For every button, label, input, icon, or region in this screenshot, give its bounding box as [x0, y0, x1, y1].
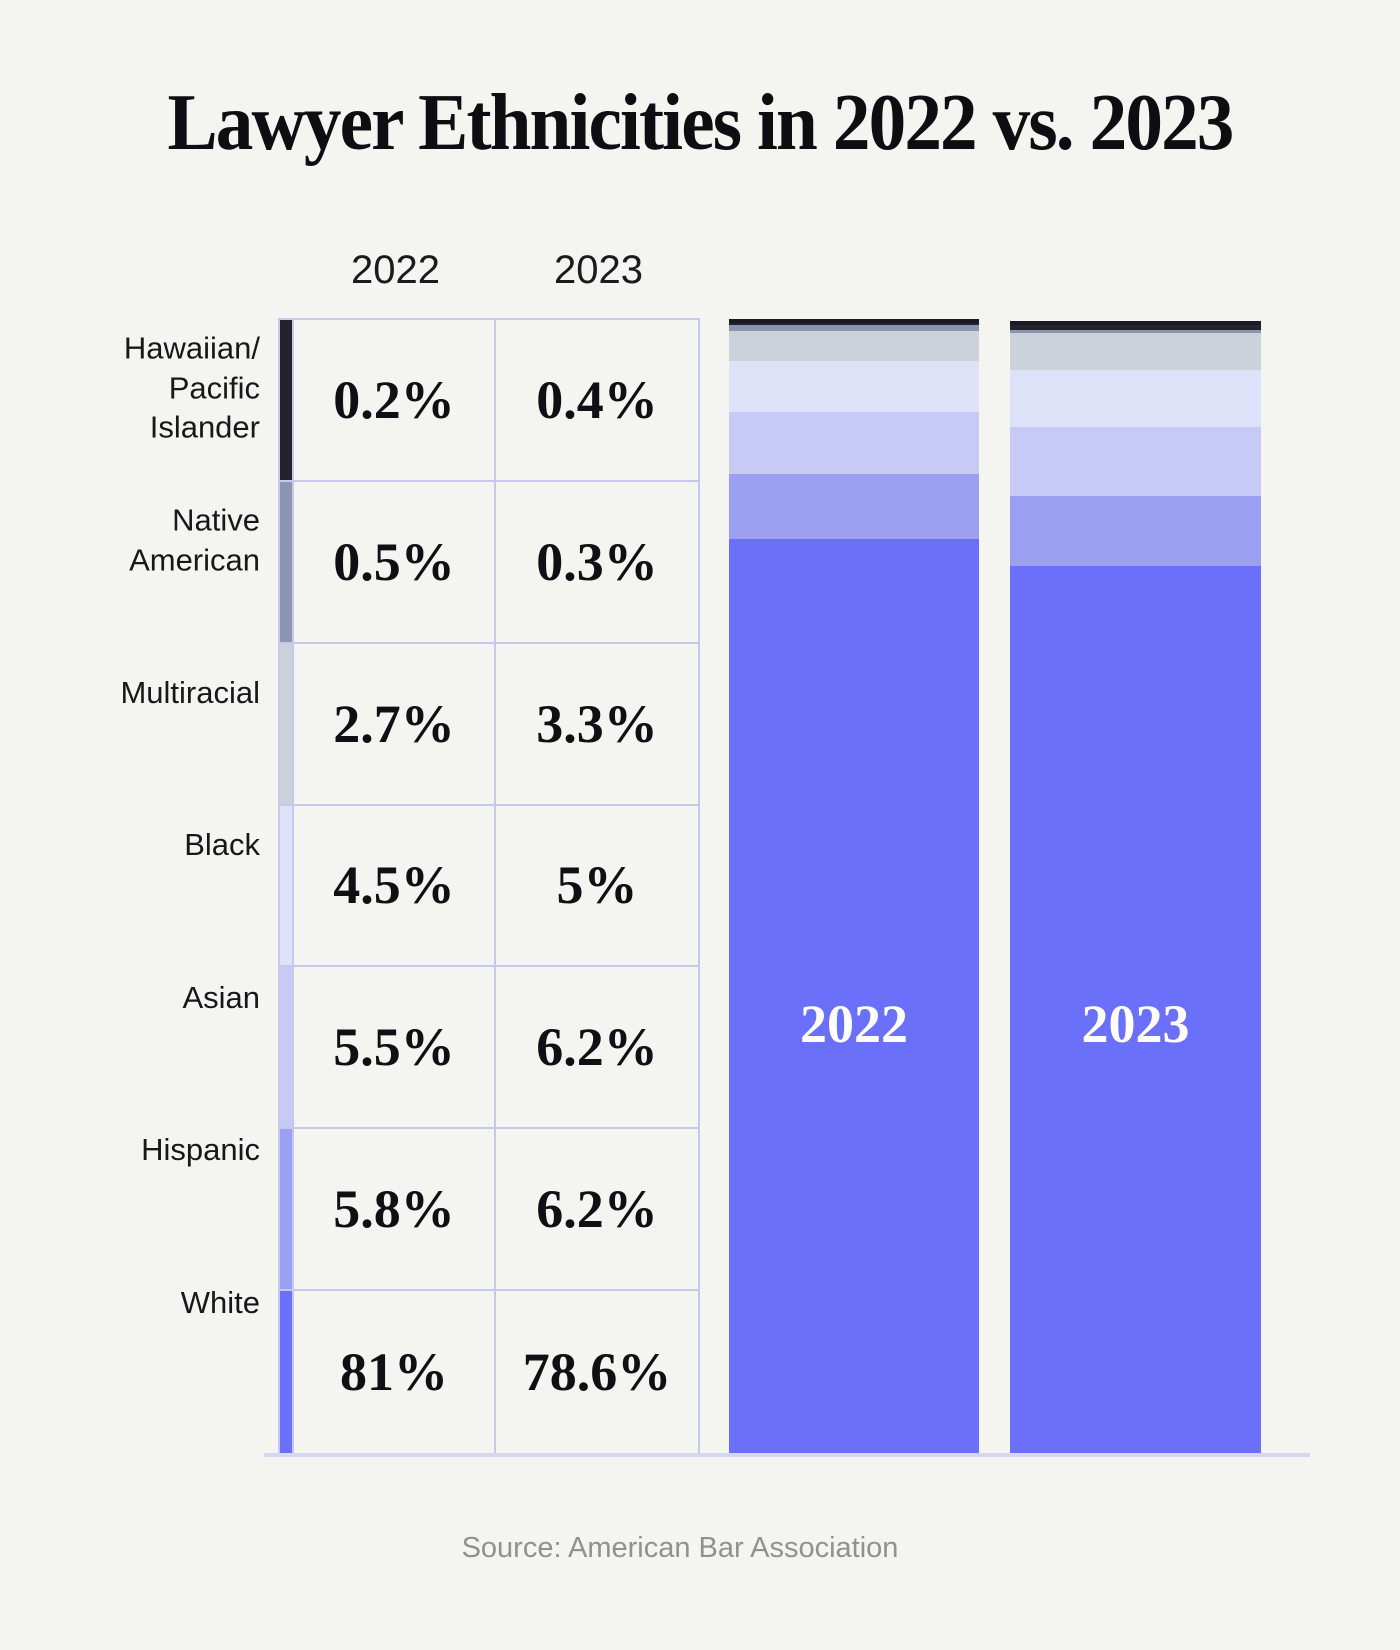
values-table: 0.2% 0.4% 0.5% 0.3% 2.7% 3.3% 4.5% 5% 5.…: [278, 318, 700, 1453]
table-cell-asian-2023: 6.2%: [496, 967, 698, 1130]
table-cell-white-2022: 81%: [294, 1291, 496, 1453]
table-cell-multiracial-2022: 2.7%: [294, 643, 496, 806]
bar-segment-black-2023: [1010, 370, 1261, 427]
bar-segment-asian-2022: [729, 411, 979, 474]
bar-segment-hawaiian-pacific-islander-2023: [1010, 325, 1261, 330]
bar-label-2023: 2023: [1081, 994, 1190, 1054]
bar-segment-hispanic-2022: [729, 473, 979, 540]
category-label-asian: Asian: [182, 980, 260, 1016]
legend-swatch-hawaiian-pacific-islander: [280, 320, 294, 482]
table-cell-hawaiian-2023: 0.4%: [496, 320, 698, 482]
bar-segment-hawaiian-pacific-islander-2022: [729, 322, 979, 326]
table-cell-black-2022: 4.5%: [294, 805, 496, 968]
bar-segment-multiracial-2023: [1010, 332, 1261, 371]
category-label-hispanic: Hispanic: [141, 1132, 260, 1168]
table-cell-black-2023: 5%: [496, 806, 698, 968]
legend-swatch-native-american: [280, 481, 294, 644]
bar-segment-hispanic-2023: [1010, 496, 1261, 567]
stacked-bar-2022: [729, 318, 979, 1453]
bar-segment-native-american-2023: [1010, 329, 1261, 333]
bar-segment-white-2022: [729, 539, 979, 1453]
table-cell-native-american-2023: 0.3%: [496, 482, 698, 644]
bar-segment-white-2023: [1010, 566, 1261, 1453]
table-cell-native-american-2022: 0.5%: [294, 481, 496, 644]
category-label-multiracial: Multiracial: [120, 675, 260, 711]
legend-swatch-multiracial: [280, 643, 294, 806]
table-cell-white-2023: 78.6%: [522, 1342, 672, 1403]
table-cell-multiracial-2023: 3.3%: [496, 644, 698, 806]
table-cell-hispanic-2022: 5.8%: [294, 1129, 496, 1292]
bar-segment-asian-2023: [1010, 426, 1261, 497]
category-label-black: Black: [184, 827, 260, 863]
table-column-header-2022: 2022: [351, 248, 440, 292]
table-column-header-2023: 2023: [554, 248, 643, 292]
bar-segment-native-american-2022: [729, 325, 979, 331]
legend-swatch-asian: [280, 967, 294, 1130]
legend-swatch-white: [280, 1291, 294, 1453]
legend-swatch-black: [280, 805, 294, 968]
stacked-bar-2023: [1010, 321, 1261, 1453]
source-attribution: Source: American Bar Association: [461, 1532, 899, 1564]
table-cell-asian-2022: 5.5%: [294, 967, 496, 1130]
bar-segment-black-2022: [729, 361, 979, 412]
category-label-hawaiian-pacific-islander: Hawaiian/ Pacific Islander: [123, 330, 260, 445]
category-label-native-american: Native American: [129, 502, 260, 577]
legend-swatch-hispanic: [280, 1129, 294, 1292]
category-label-white: White: [180, 1285, 260, 1321]
table-cell-hispanic-2023: 6.2%: [496, 1129, 698, 1292]
bar-label-2022: 2022: [800, 994, 908, 1054]
chart-title: Lawyer Ethnicities in 2022 vs. 2023: [167, 79, 1234, 167]
x-axis-baseline: [264, 1453, 1310, 1457]
table-cell-hawaiian-2022: 0.2%: [294, 320, 496, 482]
bar-segment-multiracial-2022: [729, 330, 979, 362]
